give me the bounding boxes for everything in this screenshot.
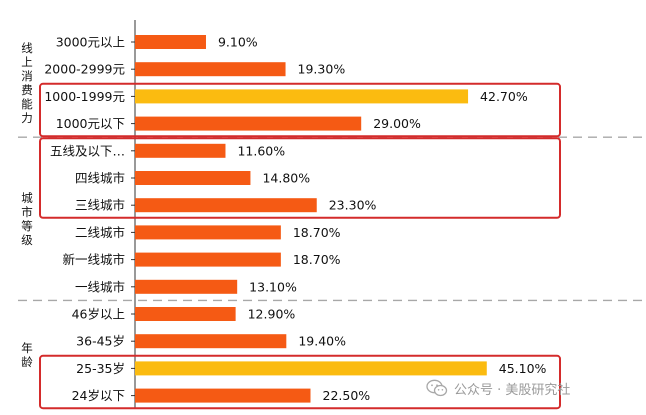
highlight-box bbox=[39, 82, 561, 138]
group-label-char: 龄 bbox=[21, 355, 33, 369]
category-label: 25-35岁 bbox=[76, 361, 125, 376]
bar bbox=[135, 198, 317, 213]
bar bbox=[135, 252, 281, 267]
bar bbox=[135, 116, 362, 131]
wechat-icon bbox=[426, 379, 448, 397]
group-label-char: 线 bbox=[21, 41, 33, 55]
value-label: 9.10% bbox=[218, 35, 258, 50]
bar bbox=[135, 334, 287, 349]
value-label: 13.10% bbox=[249, 279, 297, 294]
value-label: 42.70% bbox=[480, 89, 528, 104]
group-label-char: 能 bbox=[21, 97, 33, 111]
value-label: 22.50% bbox=[323, 388, 371, 403]
group-label-char: 级 bbox=[21, 233, 33, 247]
watermark: 公众号 · 美股研究社 bbox=[426, 374, 570, 402]
bar bbox=[135, 225, 281, 240]
bar bbox=[135, 35, 206, 49]
category-label: 46岁以上 bbox=[72, 307, 125, 322]
value-label: 23.30% bbox=[329, 198, 377, 213]
group-label-char: 费 bbox=[21, 83, 33, 97]
bar bbox=[135, 279, 238, 294]
value-label: 11.60% bbox=[237, 143, 285, 158]
value-label: 18.70% bbox=[293, 252, 341, 267]
group-label-char: 等 bbox=[21, 219, 33, 233]
category-label: 二线城市 bbox=[75, 225, 125, 240]
value-label: 19.40% bbox=[298, 334, 346, 349]
group-label-char: 消 bbox=[21, 69, 33, 83]
group-label-char: 年 bbox=[21, 341, 33, 355]
value-label: 19.30% bbox=[298, 62, 346, 77]
bar bbox=[135, 171, 251, 185]
value-label: 29.00% bbox=[373, 116, 421, 131]
category-label: 3000元以上 bbox=[56, 35, 125, 50]
value-label: 14.80% bbox=[262, 171, 310, 186]
bar bbox=[135, 388, 311, 403]
category-label: 2000-2999元 bbox=[44, 62, 125, 77]
category-label: 一线城市 bbox=[75, 279, 125, 294]
watermark-text: 公众号 · 美股研究社 bbox=[454, 382, 571, 398]
bar bbox=[135, 89, 469, 104]
bar bbox=[135, 143, 226, 158]
highlight-box bbox=[39, 137, 561, 219]
category-label: 36-45岁 bbox=[76, 334, 125, 349]
value-label: 45.10% bbox=[499, 361, 547, 376]
bar bbox=[135, 361, 487, 376]
value-label: 12.90% bbox=[248, 307, 296, 322]
category-label: 三线城市 bbox=[75, 198, 125, 213]
category-label: 24岁以下 bbox=[72, 388, 125, 403]
bar bbox=[135, 62, 286, 77]
bar bbox=[135, 307, 236, 321]
category-label: 1000-1999元 bbox=[44, 89, 125, 104]
group-label-char: 上 bbox=[21, 55, 33, 69]
group-label-char: 市 bbox=[21, 205, 33, 219]
group-label-char: 力 bbox=[21, 111, 33, 125]
category-label: 1000元以下 bbox=[56, 116, 125, 131]
value-label: 18.70% bbox=[293, 225, 341, 240]
category-label: 新一线城市 bbox=[62, 252, 125, 267]
highlight-box bbox=[39, 354, 561, 410]
category-label: 五线及以下… bbox=[50, 143, 125, 158]
group-label-char: 城 bbox=[21, 191, 33, 205]
category-label: 四线城市 bbox=[75, 171, 125, 186]
